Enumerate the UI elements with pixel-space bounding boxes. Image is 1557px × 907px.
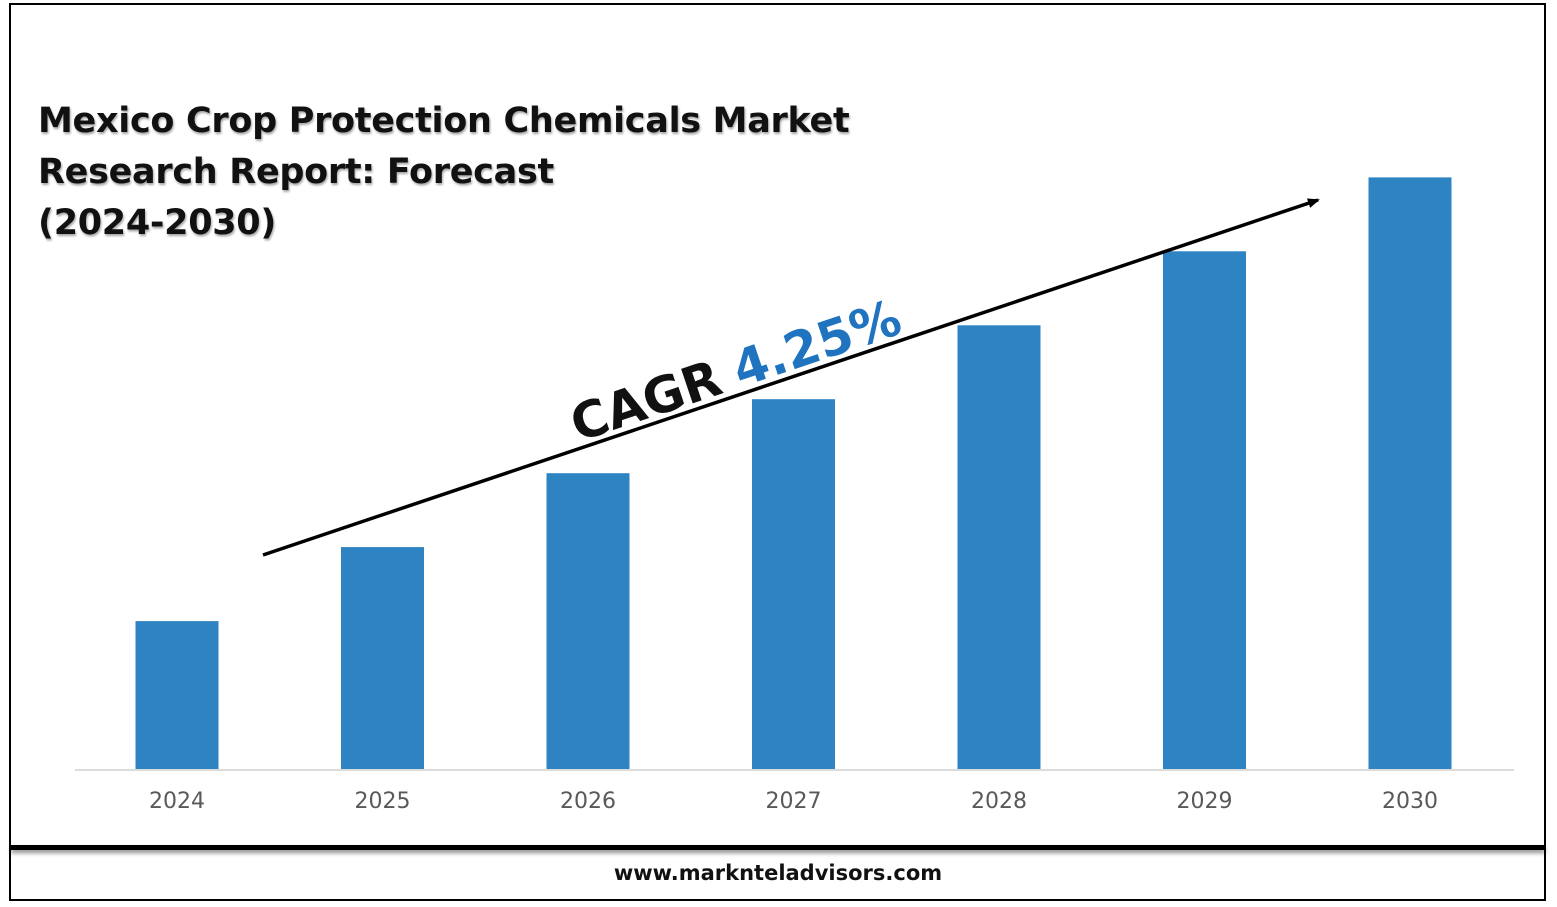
bar-2030: [1368, 177, 1452, 769]
bar-2029: [1163, 251, 1246, 770]
footer-website: www.marknteladvisors.com: [613, 861, 943, 885]
x-tick-label-2026: 2026: [560, 789, 616, 814]
cagr-label: CAGR: [563, 349, 728, 453]
bar-2027: [752, 399, 835, 769]
bar-2026: [546, 473, 630, 769]
x-tick-label-2025: 2025: [355, 789, 411, 814]
chart-title-line-2: Research Report: Forecast: [38, 152, 554, 192]
x-tick-label-2027: 2027: [766, 789, 822, 814]
footer-divider: [11, 845, 1545, 850]
x-tick-label-2028: 2028: [971, 789, 1027, 814]
cagr-annotation: CAGR4.25%: [563, 289, 908, 454]
x-tick-label-2024: 2024: [149, 789, 205, 814]
bar-2024: [135, 621, 219, 769]
x-axis-ticks: 2024 2025 2026 2027 2028 2029 2030: [149, 789, 1438, 814]
chart-title-line-3: (2024-2030): [38, 203, 277, 243]
bar-2028: [957, 325, 1041, 769]
bar-2025: [341, 547, 424, 769]
cagr-trend-arrow: [262, 198, 1320, 557]
x-tick-label-2030: 2030: [1382, 789, 1438, 814]
chart-title-line-1: Mexico Crop Protection Chemicals Market: [38, 101, 850, 141]
bar-series: [135, 177, 1452, 770]
chart-title: Mexico Crop Protection Chemicals Market …: [38, 96, 938, 249]
x-tick-label-2029: 2029: [1177, 789, 1233, 814]
cagr-value: 4.25%: [725, 289, 908, 399]
